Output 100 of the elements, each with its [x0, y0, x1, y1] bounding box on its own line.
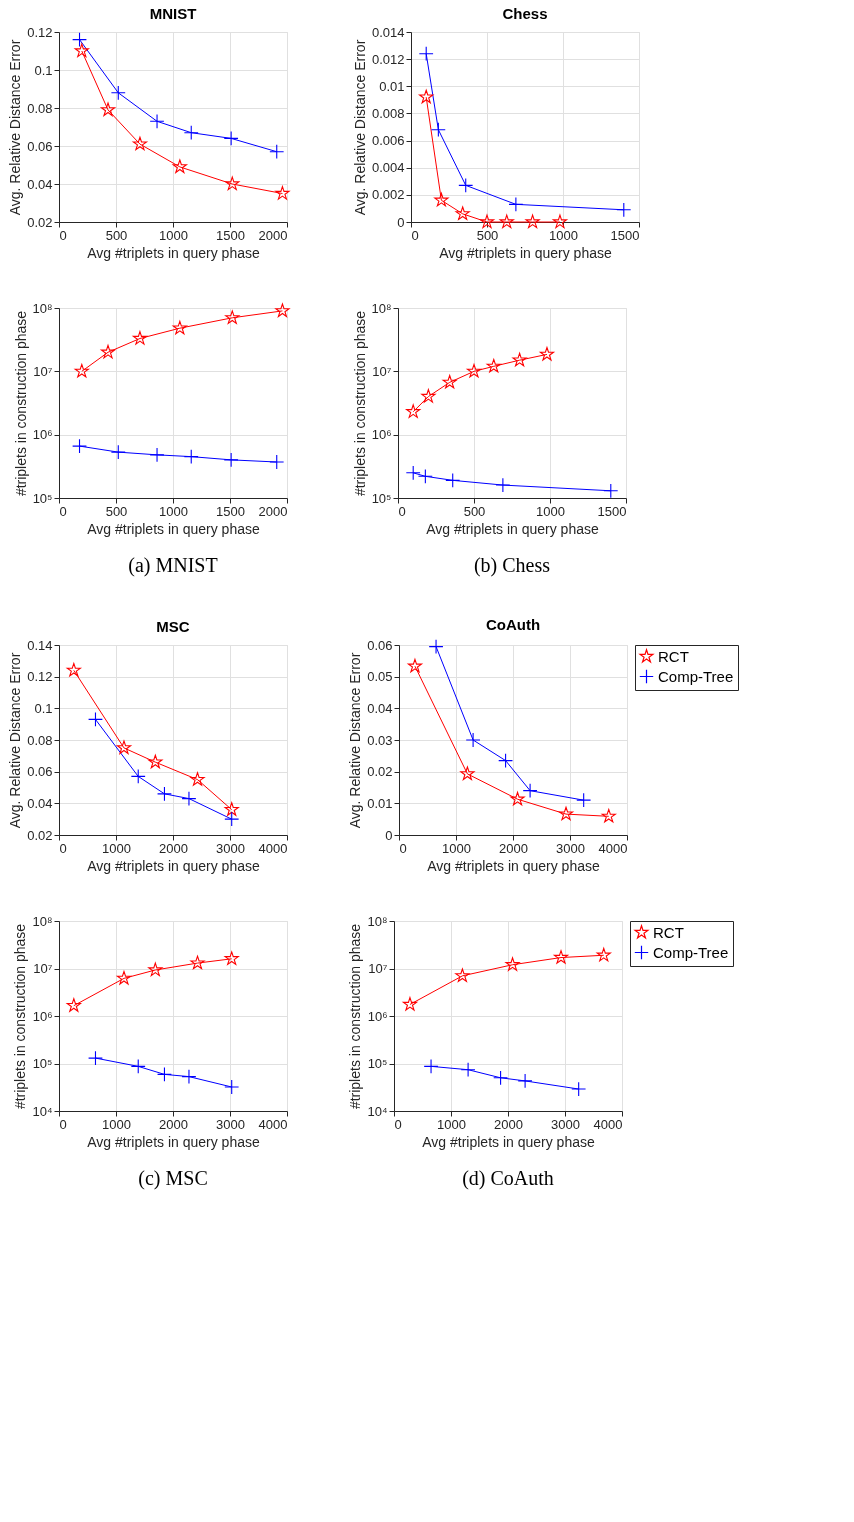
point — [423, 1058, 439, 1074]
y-tick-label: 0.08 — [27, 100, 53, 116]
point — [74, 43, 89, 58]
y-tick-label: 0.008 — [371, 105, 405, 121]
legend-label: RCT — [658, 647, 689, 665]
point — [132, 331, 148, 345]
text: (a) MNIST — [128, 554, 218, 577]
point — [498, 753, 514, 769]
x-tick-label: 1500 — [216, 227, 245, 243]
y-tick-label: 10⁴ — [32, 1103, 53, 1119]
y-tick-label: 0.14 — [27, 637, 53, 653]
y-tick-label: 10⁷ — [33, 961, 53, 976]
x-tick-label: 4000 — [258, 1116, 288, 1132]
y-tick-label: 0.12 — [27, 669, 53, 685]
y-tick-label: 0.03 — [367, 732, 393, 748]
legend-label: Comp-Tree — [658, 667, 734, 685]
point — [601, 808, 616, 823]
point — [493, 1070, 509, 1086]
y-tick-label: 10⁶ — [371, 427, 392, 443]
point — [517, 1073, 533, 1089]
point — [72, 438, 87, 454]
y-tick-label: 10⁷ — [368, 961, 388, 976]
x-tick-label: 500 — [105, 503, 128, 519]
x-axis-title: Avg #triplets in query phase — [87, 857, 260, 874]
y-tick-label: 0.06 — [27, 138, 53, 154]
y-tick-label: 0.08 — [27, 732, 53, 748]
y-axis-title: Avg. Relative Distance Error — [7, 652, 24, 829]
x-axis-title: Avg #triplets in query phase — [422, 1133, 595, 1150]
y-axis-title: Avg. Relative Distance Error — [351, 39, 368, 216]
y-tick-label: 0.1 — [34, 62, 53, 78]
x-tick-label: 0 — [59, 840, 67, 856]
point — [183, 125, 199, 141]
x-tick-label: 1000 — [442, 840, 471, 856]
point — [149, 447, 165, 463]
point — [455, 968, 470, 982]
x-tick-label: 500 — [105, 227, 128, 243]
legend-label: RCT — [653, 923, 684, 941]
x-tick-label: 1000 — [159, 227, 188, 243]
x-tick-label: 2000 — [159, 1116, 188, 1132]
point — [510, 791, 525, 806]
point — [269, 454, 285, 470]
point — [148, 962, 163, 977]
point — [72, 32, 87, 48]
y-tick-label: 10⁵ — [32, 1056, 53, 1071]
x-tick-label: 2000 — [499, 840, 528, 856]
y-tick-label: 10⁶ — [32, 1008, 53, 1024]
point — [505, 957, 520, 971]
y-tick-label: 0.06 — [27, 764, 53, 780]
y-tick-label: 10⁵ — [32, 490, 53, 506]
text: (c) MSC — [138, 1167, 208, 1190]
y-tick-label: 10⁸ — [32, 300, 53, 316]
x-tick-label: 2000 — [258, 503, 288, 519]
point — [100, 344, 116, 359]
chart-title: MNIST — [149, 5, 197, 22]
x-tick-label: 4000 — [598, 840, 628, 856]
point — [88, 711, 103, 727]
y-axis-title: Avg. Relative Distance Error — [347, 652, 364, 829]
y-tick-label: 10⁸ — [367, 913, 388, 929]
x-tick-label: 3000 — [216, 840, 245, 856]
y-tick-label: 0 — [385, 827, 393, 843]
x-tick-label: 1500 — [597, 503, 627, 519]
y-tick-label: 10⁶ — [367, 1008, 388, 1024]
point — [407, 658, 423, 673]
point — [553, 950, 569, 964]
y-tick-label: 10⁷ — [372, 363, 392, 379]
y-axis-title: #triplets in construction phase — [351, 310, 368, 497]
point — [116, 740, 132, 755]
point — [402, 997, 418, 1011]
x-tick-label: 1000 — [437, 1116, 466, 1132]
x-tick-label: 500 — [476, 227, 499, 243]
point — [66, 662, 81, 677]
y-tick-label: 0.004 — [371, 160, 405, 176]
point — [460, 1062, 476, 1078]
x-tick-label: 2000 — [258, 227, 288, 243]
x-axis-title: Avg #triplets in query phase — [439, 244, 612, 261]
y-tick-label: 0.02 — [27, 827, 53, 843]
point — [181, 1069, 197, 1085]
x-tick-label: 1500 — [216, 503, 245, 519]
point — [172, 159, 187, 174]
x-tick-label: 3000 — [551, 1116, 580, 1132]
x-tick-label: 3000 — [556, 840, 585, 856]
point — [100, 102, 116, 117]
y-axis-title: #triplets in construction phase — [12, 310, 29, 497]
point — [224, 1079, 240, 1095]
y-tick-label: 0.06 — [367, 637, 393, 653]
point — [460, 766, 475, 781]
x-tick-label: 1000 — [536, 503, 565, 519]
point — [522, 783, 538, 799]
x-tick-label: 2000 — [159, 840, 188, 856]
point — [181, 791, 197, 807]
point — [74, 363, 89, 378]
y-tick-label: 10⁵ — [367, 1056, 388, 1071]
x-axis-title: Avg #triplets in query phase — [427, 857, 600, 874]
y-tick-label: 0.04 — [27, 795, 53, 811]
point — [275, 303, 290, 318]
y-axis-title: #triplets in construction phase — [12, 923, 29, 1110]
point — [465, 732, 481, 748]
x-tick-label: 2000 — [494, 1116, 523, 1132]
y-tick-label: 0.1 — [34, 700, 53, 716]
point — [110, 85, 126, 101]
